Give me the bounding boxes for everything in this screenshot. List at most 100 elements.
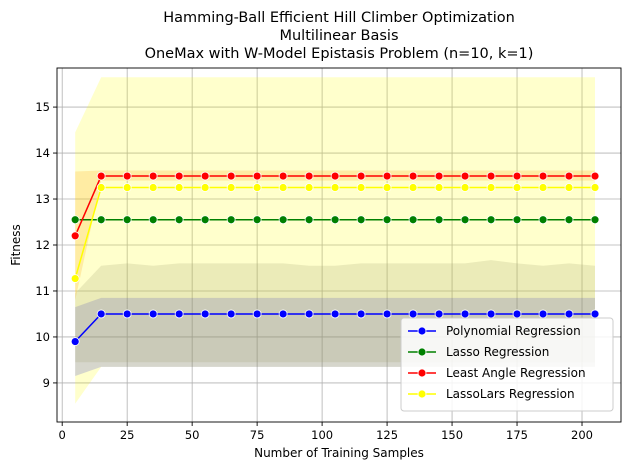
axis-ticks: 0 25 50 75 100 125 150 175 200 9 10 11 12 13 14 15: [35, 100, 593, 442]
legend-entry: Polynomial Regression: [446, 324, 581, 338]
data-point: [434, 171, 444, 181]
data-point: [434, 183, 444, 192]
data-point: [486, 309, 496, 319]
data-point: [356, 183, 366, 192]
y-tick-label: 10: [35, 330, 50, 344]
data-point: [122, 183, 132, 192]
data-point: [252, 215, 262, 225]
data-point: [304, 215, 314, 225]
data-point: [148, 215, 158, 225]
data-point: [382, 183, 392, 192]
data-point: [460, 183, 470, 192]
data-point: [96, 215, 106, 225]
legend-entry: Lasso Regression: [446, 345, 549, 359]
data-point: [200, 309, 210, 319]
series-lines: [70, 171, 600, 346]
y-tick-label: 11: [35, 284, 50, 298]
data-point: [200, 183, 210, 192]
data-point: [252, 171, 262, 181]
legend: Polynomial Regression Lasso Regression Lea…: [400, 317, 614, 412]
data-point: [330, 215, 340, 225]
data-point: [512, 215, 522, 225]
data-point: [564, 171, 574, 181]
data-point: [408, 309, 418, 319]
data-point: [304, 183, 314, 192]
legend-swatch-marker: [417, 326, 427, 336]
chart-title-line-2: Multilinear Basis: [279, 28, 398, 44]
data-point: [226, 215, 236, 225]
x-tick-label: 150: [441, 428, 463, 442]
legend-box: [400, 317, 614, 412]
data-point: [200, 171, 210, 181]
x-tick-label: 125: [376, 428, 398, 442]
x-tick-label: 100: [311, 428, 333, 442]
data-point: [278, 183, 288, 192]
data-point: [434, 309, 444, 319]
data-point: [564, 183, 574, 192]
data-point: [330, 183, 340, 192]
x-tick-label: 200: [571, 428, 593, 442]
data-point: [356, 309, 366, 319]
data-point: [200, 215, 210, 225]
data-point: [460, 171, 470, 181]
x-tick-label: 25: [120, 428, 135, 442]
chart-title-line-1: Hamming-Ball Efficient Hill Climber Opti…: [163, 10, 515, 26]
data-point: [96, 183, 106, 192]
data-point: [148, 171, 158, 181]
x-tick-label: 0: [59, 428, 66, 442]
data-point: [122, 171, 132, 181]
legend-entry: LassoLars Regression: [446, 387, 575, 401]
data-point: [356, 171, 366, 181]
data-point: [226, 309, 236, 319]
data-point: [564, 215, 574, 225]
data-point: [278, 215, 288, 225]
data-point: [486, 183, 496, 192]
data-point: [590, 183, 600, 192]
data-point: [122, 309, 132, 319]
data-point: [70, 215, 80, 225]
data-point: [226, 183, 236, 192]
data-point: [434, 215, 444, 225]
legend-swatch-marker: [417, 368, 427, 378]
data-point: [512, 309, 522, 319]
data-point: [590, 171, 600, 181]
data-point: [96, 309, 106, 319]
data-point: [382, 171, 392, 181]
data-point: [590, 309, 600, 319]
data-point: [538, 215, 548, 225]
grid: [57, 68, 621, 422]
data-point: [148, 183, 158, 192]
data-point: [70, 231, 80, 241]
data-point: [96, 171, 106, 181]
data-point: [564, 309, 574, 319]
data-point: [408, 183, 418, 192]
data-point: [304, 309, 314, 319]
chart-title-line-3: OneMax with W-Model Epistasis Problem (n…: [145, 46, 534, 62]
data-point: [252, 183, 262, 192]
data-point: [226, 171, 236, 181]
data-point: [408, 171, 418, 181]
data-point: [330, 309, 340, 319]
legend-swatch-marker: [417, 389, 427, 399]
data-point: [460, 215, 470, 225]
data-point: [590, 215, 600, 225]
data-point: [330, 171, 340, 181]
data-point: [148, 309, 158, 319]
y-tick-label: 13: [35, 192, 50, 206]
data-point: [460, 309, 470, 319]
data-point: [356, 215, 366, 225]
data-point: [122, 215, 132, 225]
data-point: [486, 171, 496, 181]
x-tick-label: 50: [185, 428, 200, 442]
data-point: [538, 309, 548, 319]
data-point: [174, 183, 184, 192]
data-point: [174, 309, 184, 319]
y-tick-label: 12: [35, 238, 50, 252]
data-point: [70, 274, 80, 283]
x-axis-label: Number of Training Samples: [254, 446, 424, 460]
y-axis-label: Fitness: [9, 224, 23, 266]
x-tick-label: 175: [506, 428, 528, 442]
data-point: [70, 337, 80, 346]
data-point: [512, 171, 522, 181]
